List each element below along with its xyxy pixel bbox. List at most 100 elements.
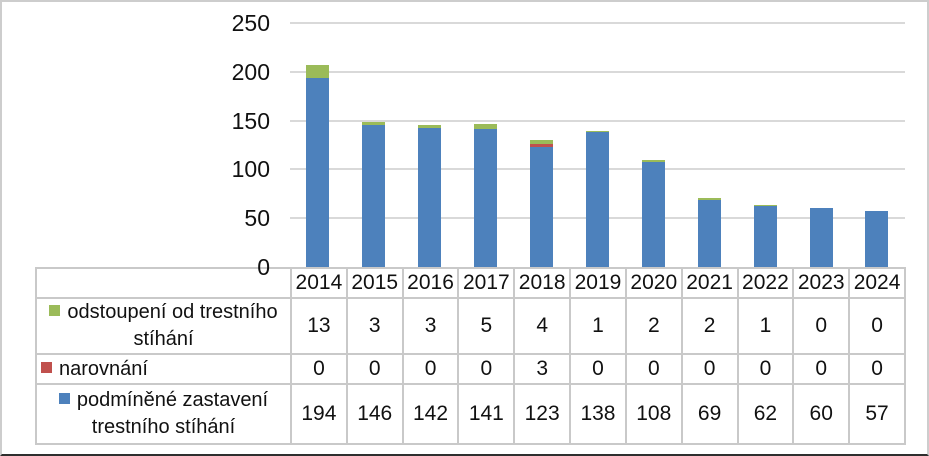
bar-2024 — [865, 211, 888, 267]
gridline-250 — [290, 22, 905, 24]
blank-corner-cell — [35, 267, 292, 299]
bar-segment-2015 — [362, 122, 385, 125]
value-cell: 57 — [848, 383, 906, 445]
bar-segment-2022 — [754, 205, 777, 206]
bar-segment-2020 — [642, 162, 665, 267]
year-header-2019: 2019 — [569, 267, 627, 299]
data-table: 2014 2015 2016 2017 2018 2019 2020 2021 2022 2023… — [35, 267, 906, 445]
value-cell: 2 — [624, 297, 683, 355]
value-cell: 0 — [569, 353, 627, 385]
year-header-2024: 2024 — [848, 267, 906, 299]
value-cell: 0 — [792, 353, 851, 385]
table-row: narovnání 0 0 0 0 3 0 0 0 0 0 0 — [35, 353, 906, 385]
row-label-text: narovnání — [59, 357, 148, 380]
table-row: podmíněné zastavení trestního stíhání 194… — [35, 383, 906, 445]
bar-segment-2021 — [698, 200, 721, 267]
legend-key-icon — [58, 393, 70, 404]
legend-key-icon — [41, 361, 52, 373]
data-table-wrap: 2014 2015 2016 2017 2018 2019 2020 2021 2022 2023… — [35, 267, 927, 445]
bar-segment-2019 — [586, 131, 609, 132]
y-axis-tick-label-0: 0 — [257, 254, 270, 280]
stacked-bar-chart: 0 50 100 150 200 250 — [2, 2, 927, 280]
gridline-200 — [290, 71, 905, 73]
value-cell: 4 — [513, 297, 572, 355]
bar-segment-2017 — [474, 129, 497, 267]
y-axis-tick-label-200: 200 — [231, 59, 270, 85]
value-cell: 1 — [569, 297, 627, 355]
row-label-text: odstoupení od trestního stíhání — [67, 301, 278, 350]
value-cell: 0 — [457, 353, 516, 385]
gridline-150 — [290, 120, 905, 122]
bar-segment-2016 — [418, 128, 441, 267]
bar-segment-2023 — [810, 208, 833, 267]
row-label-cell: podmíněné zastavení trestního stíhání — [35, 383, 292, 445]
year-header-2020: 2020 — [624, 267, 683, 299]
row-label-cell: narovnání — [35, 353, 292, 385]
value-cell: 0 — [345, 353, 404, 385]
value-cell: 2 — [680, 297, 739, 355]
bar-segment-2017 — [474, 124, 497, 129]
bar-2021 — [698, 198, 721, 267]
value-cell: 69 — [680, 383, 739, 445]
year-header-row: 2014 2015 2016 2017 2018 2019 2020 2021 2022 2023… — [35, 267, 906, 299]
bar-segment-2018 — [530, 144, 553, 147]
value-cell: 138 — [569, 383, 627, 445]
value-cell: 0 — [401, 353, 460, 385]
bar-2017 — [474, 124, 497, 267]
value-cell: 3 — [401, 297, 460, 355]
year-header-2023: 2023 — [792, 267, 851, 299]
bar-segment-2018 — [530, 147, 553, 267]
bar-segment-2018 — [530, 140, 553, 144]
year-header-2014: 2014 — [290, 267, 348, 299]
y-axis-tick-label-50: 50 — [244, 205, 270, 231]
y-axis-tick-label-100: 100 — [231, 156, 270, 182]
bar-2016 — [418, 125, 441, 267]
value-cell: 0 — [290, 353, 348, 385]
bar-segment-2015 — [362, 125, 385, 267]
y-axis-tick-label-250: 250 — [231, 10, 270, 36]
year-header-2021: 2021 — [680, 267, 739, 299]
bar-2023 — [810, 208, 833, 267]
row-label-text: podmíněné zastavení trestního stíhání — [76, 389, 269, 438]
value-cell: 123 — [513, 383, 572, 445]
value-cell: 108 — [624, 383, 683, 445]
year-header-2018: 2018 — [513, 267, 572, 299]
value-cell: 1 — [736, 297, 795, 355]
value-cell: 142 — [401, 383, 460, 445]
value-cell: 0 — [736, 353, 795, 385]
year-header-2016: 2016 — [401, 267, 460, 299]
value-cell: 13 — [290, 297, 348, 355]
bar-2018 — [530, 140, 553, 267]
year-header-2015: 2015 — [345, 267, 404, 299]
bar-segment-2014 — [306, 78, 329, 267]
bar-segment-2024 — [865, 211, 888, 267]
row-label-cell: odstoupení od trestního stíhání — [35, 297, 292, 355]
value-cell: 0 — [848, 353, 906, 385]
year-header-2022: 2022 — [736, 267, 795, 299]
bar-2022 — [754, 205, 777, 267]
y-axis-tick-label-150: 150 — [231, 108, 270, 134]
bar-segment-2019 — [586, 132, 609, 267]
bar-segment-2014 — [306, 65, 329, 78]
bar-2020 — [642, 160, 665, 267]
value-cell: 0 — [680, 353, 739, 385]
bar-2015 — [362, 122, 385, 267]
bar-2014 — [306, 65, 329, 267]
year-header-2017: 2017 — [457, 267, 516, 299]
bar-segment-2020 — [642, 160, 665, 162]
value-cell: 5 — [457, 297, 516, 355]
bar-segment-2016 — [418, 125, 441, 128]
table-row: odstoupení od trestního stíhání 13 3 3 5 4 1 2 2… — [35, 297, 906, 355]
value-cell: 141 — [457, 383, 516, 445]
legend-key-icon — [49, 305, 61, 316]
bar-2019 — [586, 131, 609, 267]
value-cell: 0 — [624, 353, 683, 385]
bar-segment-2021 — [698, 198, 721, 200]
value-cell: 194 — [290, 383, 348, 445]
value-cell: 60 — [792, 383, 851, 445]
value-cell: 62 — [736, 383, 795, 445]
value-cell: 0 — [848, 297, 906, 355]
value-cell: 3 — [345, 297, 404, 355]
value-cell: 146 — [345, 383, 404, 445]
